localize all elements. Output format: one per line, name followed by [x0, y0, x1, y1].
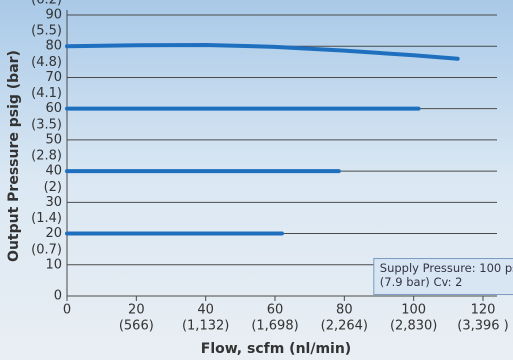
x-tick-sublabel: (1,132) — [182, 319, 229, 334]
annotation-text: (7.9 bar) Cv: 2 — [380, 275, 463, 289]
y-tick-sublabel: (1.4) — [31, 211, 62, 226]
y-tick-label: 60 — [45, 101, 62, 116]
series-line — [65, 42, 460, 61]
x-tick-label: 80 — [336, 303, 353, 318]
y-tick-label: 40 — [45, 164, 62, 179]
y-tick-sublabel: (5.5) — [31, 24, 62, 39]
x-tick-label: 40 — [197, 303, 214, 318]
y-tick-sublabel: (4.8) — [31, 55, 62, 70]
y-tick-label: 0 — [54, 289, 62, 304]
y-tick-sublabel: (4.1) — [31, 86, 62, 101]
y-tick-label: 80 — [45, 39, 62, 54]
y-tick-sublabel: (3.5) — [31, 117, 62, 132]
x-tick-label: 100 — [401, 303, 426, 318]
y-tick-label: 10 — [45, 257, 62, 272]
y-tick-sublabel: (6.2) — [31, 0, 62, 8]
y-tick-label: 30 — [45, 195, 62, 210]
y-tick-label: 50 — [45, 132, 62, 147]
y-tick-sublabel: (0.7) — [31, 242, 62, 257]
y-tick-sublabel: (2.8) — [31, 149, 62, 164]
x-tick-label: 120 — [471, 303, 496, 318]
y-tick-label: 70 — [45, 70, 62, 85]
annotation-text: Supply Pressure: 100 psig — [380, 261, 513, 275]
x-axis-label: Flow, scfm (nl/min) — [201, 341, 351, 357]
y-tick-label: 20 — [45, 226, 62, 241]
x-tick-label: 20 — [128, 303, 145, 318]
y-axis-label: Output Pressure psig (bar) — [6, 50, 22, 262]
y-tick-label: 90 — [45, 8, 62, 23]
annotation-box — [373, 258, 513, 296]
x-tick-sublabel: (3,396 ) — [457, 319, 509, 334]
x-tick-label: 60 — [267, 303, 284, 318]
x-tick-label: 0 — [63, 303, 71, 318]
x-tick-sublabel: (1,698) — [251, 319, 298, 334]
x-tick-sublabel: (2,830) — [390, 319, 437, 334]
x-tick-sublabel: (2,264) — [321, 319, 368, 334]
y-tick-sublabel: (2) — [44, 180, 62, 195]
x-tick-sublabel: (566) — [119, 319, 154, 334]
